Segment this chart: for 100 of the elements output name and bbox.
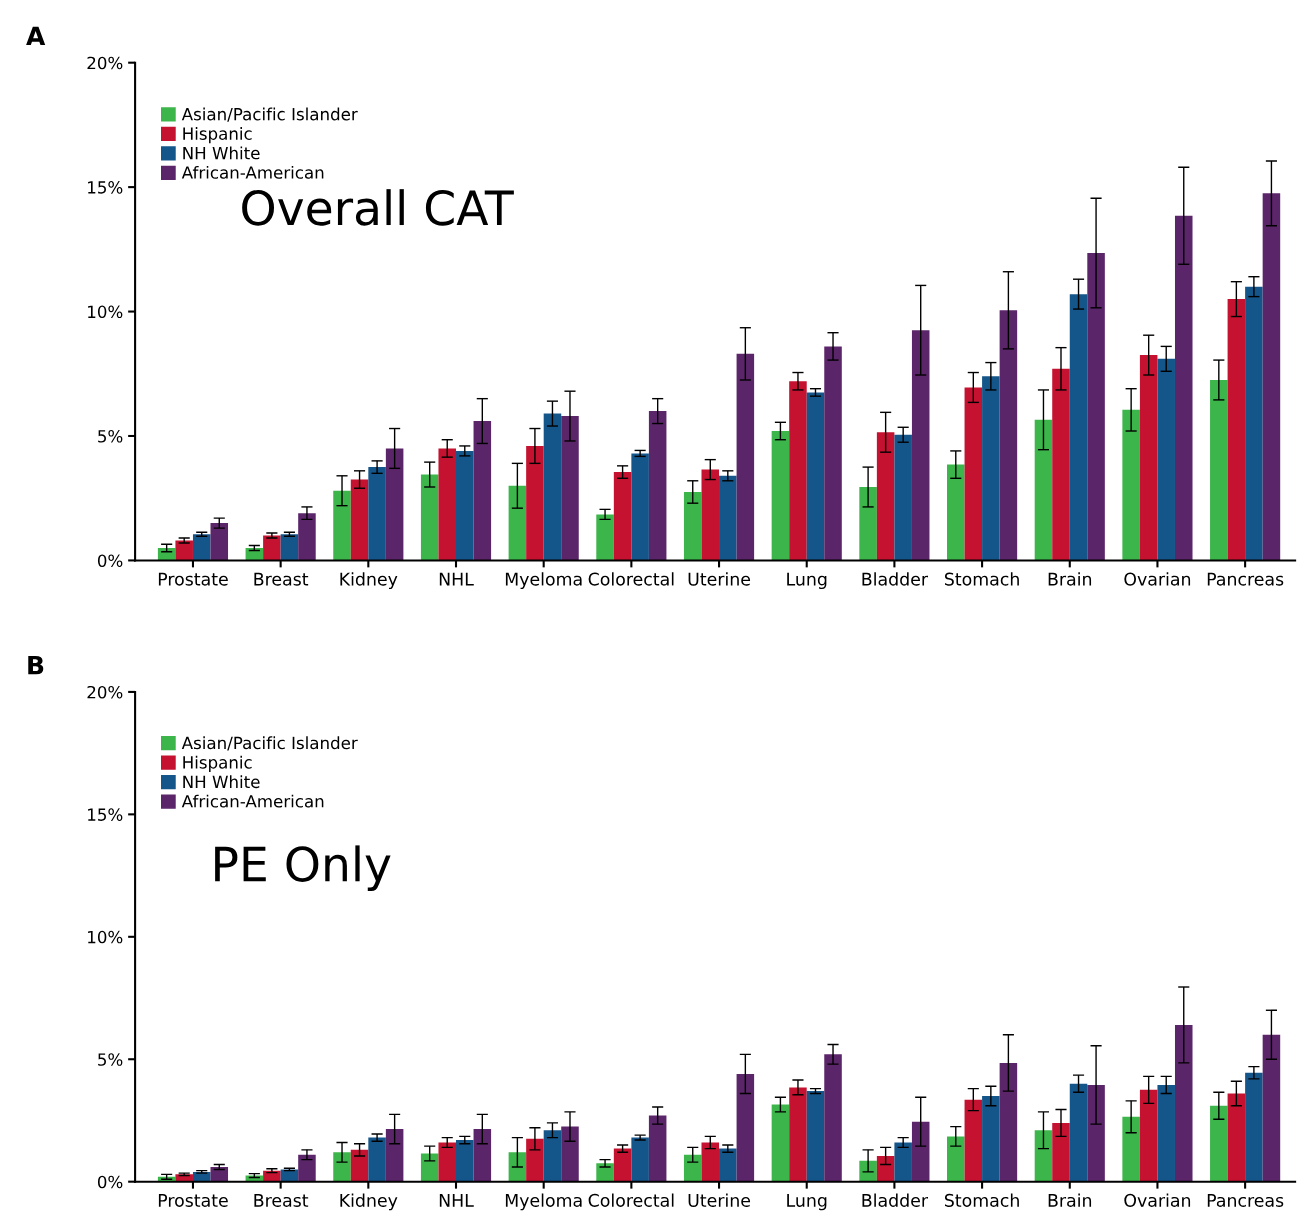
x-tick-label: Brain: [1048, 572, 1092, 586]
bar: [771, 431, 790, 561]
bar: [368, 1137, 386, 1182]
bar: [771, 1104, 790, 1182]
bar: [333, 490, 351, 561]
bar: [1052, 1122, 1070, 1182]
bar: [1210, 379, 1228, 561]
bar: [298, 513, 316, 561]
bar: [333, 1152, 351, 1182]
bar: [438, 1142, 456, 1182]
bar: [876, 432, 895, 561]
bar: [596, 1163, 614, 1182]
text: B: [28, 656, 44, 675]
bar: [210, 1166, 229, 1182]
y-tick-label: 5%: [98, 1053, 123, 1066]
bar: [1069, 1083, 1088, 1182]
bar: [806, 1091, 825, 1182]
x-tick-label: Kidney: [340, 572, 398, 590]
bar: [1174, 215, 1193, 561]
bar: [911, 1121, 930, 1182]
legend-label: Asian/Pacific Islander: [181, 107, 358, 122]
bar: [596, 514, 614, 561]
bar: [719, 1148, 737, 1182]
y-tick-label: 15%: [88, 181, 123, 194]
bar: [683, 491, 702, 561]
y-tick-label: 10%: [88, 930, 123, 944]
x-tick-label: Ovarian: [1124, 572, 1191, 586]
x-tick-label: Myeloma: [505, 572, 582, 590]
bar: [683, 1154, 702, 1182]
y-tick-label: 0%: [97, 1175, 123, 1189]
bar: [1087, 1084, 1105, 1182]
x-tick-label: Uterine: [688, 572, 751, 586]
bar: [736, 1073, 755, 1182]
bar: [1157, 1084, 1175, 1182]
bar: [508, 485, 527, 561]
bar: [175, 540, 193, 561]
bar: [999, 1062, 1018, 1182]
bar: [1087, 253, 1105, 561]
bar: [1245, 1072, 1263, 1182]
x-tick-label: Pancreas: [1207, 1194, 1284, 1207]
bar: [701, 1142, 720, 1182]
bar: [561, 1126, 579, 1182]
x-tick-label: Myeloma: [505, 1193, 582, 1211]
bar: [438, 448, 456, 561]
bar: [648, 411, 667, 561]
x-tick-label: Lung: [787, 1194, 827, 1211]
bar: [876, 1155, 895, 1182]
bar: [175, 1174, 193, 1182]
x-tick-label: Breast: [254, 1194, 309, 1207]
bar: [999, 310, 1018, 561]
bar: [631, 453, 649, 561]
bar: [1139, 1089, 1158, 1182]
y-tick-label: 20%: [87, 685, 123, 699]
x-tick-label: Pancreas: [1207, 572, 1284, 586]
x-tick-label: Stomach: [944, 1193, 1019, 1207]
bar: [526, 1138, 544, 1182]
bar: [613, 1148, 632, 1182]
bar: [859, 487, 877, 561]
x-tick-label: Bladder: [862, 1193, 929, 1207]
bar: [894, 1142, 912, 1182]
bar: [789, 1087, 807, 1182]
x-tick-label: Prostate: [158, 572, 228, 586]
bar: [824, 346, 842, 561]
x-tick-label: NHL: [439, 572, 474, 586]
bar: [298, 1154, 316, 1182]
bar: [350, 1149, 369, 1182]
bar: [911, 330, 930, 561]
bar: [526, 445, 544, 561]
x-tick-label: Brain: [1048, 1193, 1092, 1207]
x-tick-label: Colorectal: [588, 1193, 674, 1207]
text: Overall CAT: [242, 189, 514, 226]
legend-label: African-American: [181, 794, 324, 808]
bar: [543, 413, 562, 561]
bar: [280, 1169, 299, 1182]
bar: [1174, 1024, 1193, 1182]
x-tick-label: NHL: [439, 1194, 474, 1207]
bar: [473, 421, 492, 561]
bar: [561, 416, 579, 561]
x-tick-label: Ovarian: [1124, 1193, 1191, 1207]
x-tick-label: Uterine: [688, 1193, 751, 1207]
bar: [1034, 419, 1053, 561]
legend-label: Hispanic: [183, 127, 252, 144]
legend-label: NH White: [183, 775, 260, 789]
x-tick-label: Stomach: [944, 572, 1019, 586]
bar: [613, 472, 632, 561]
x-tick-label: Bladder: [862, 572, 929, 586]
bar: [192, 534, 211, 561]
bar: [982, 376, 1000, 561]
x-tick-label: Lung: [787, 572, 827, 590]
bar: [280, 534, 299, 561]
bar: [736, 353, 755, 561]
bar: [385, 448, 404, 561]
bar: [368, 467, 386, 561]
x-tick-label: Prostate: [158, 1194, 228, 1207]
legend-label: Hispanic: [183, 755, 252, 772]
bar: [1227, 1093, 1246, 1182]
bar: [789, 381, 807, 561]
bar: [1245, 286, 1263, 561]
bar: [456, 1140, 474, 1182]
bar: [1069, 294, 1088, 561]
